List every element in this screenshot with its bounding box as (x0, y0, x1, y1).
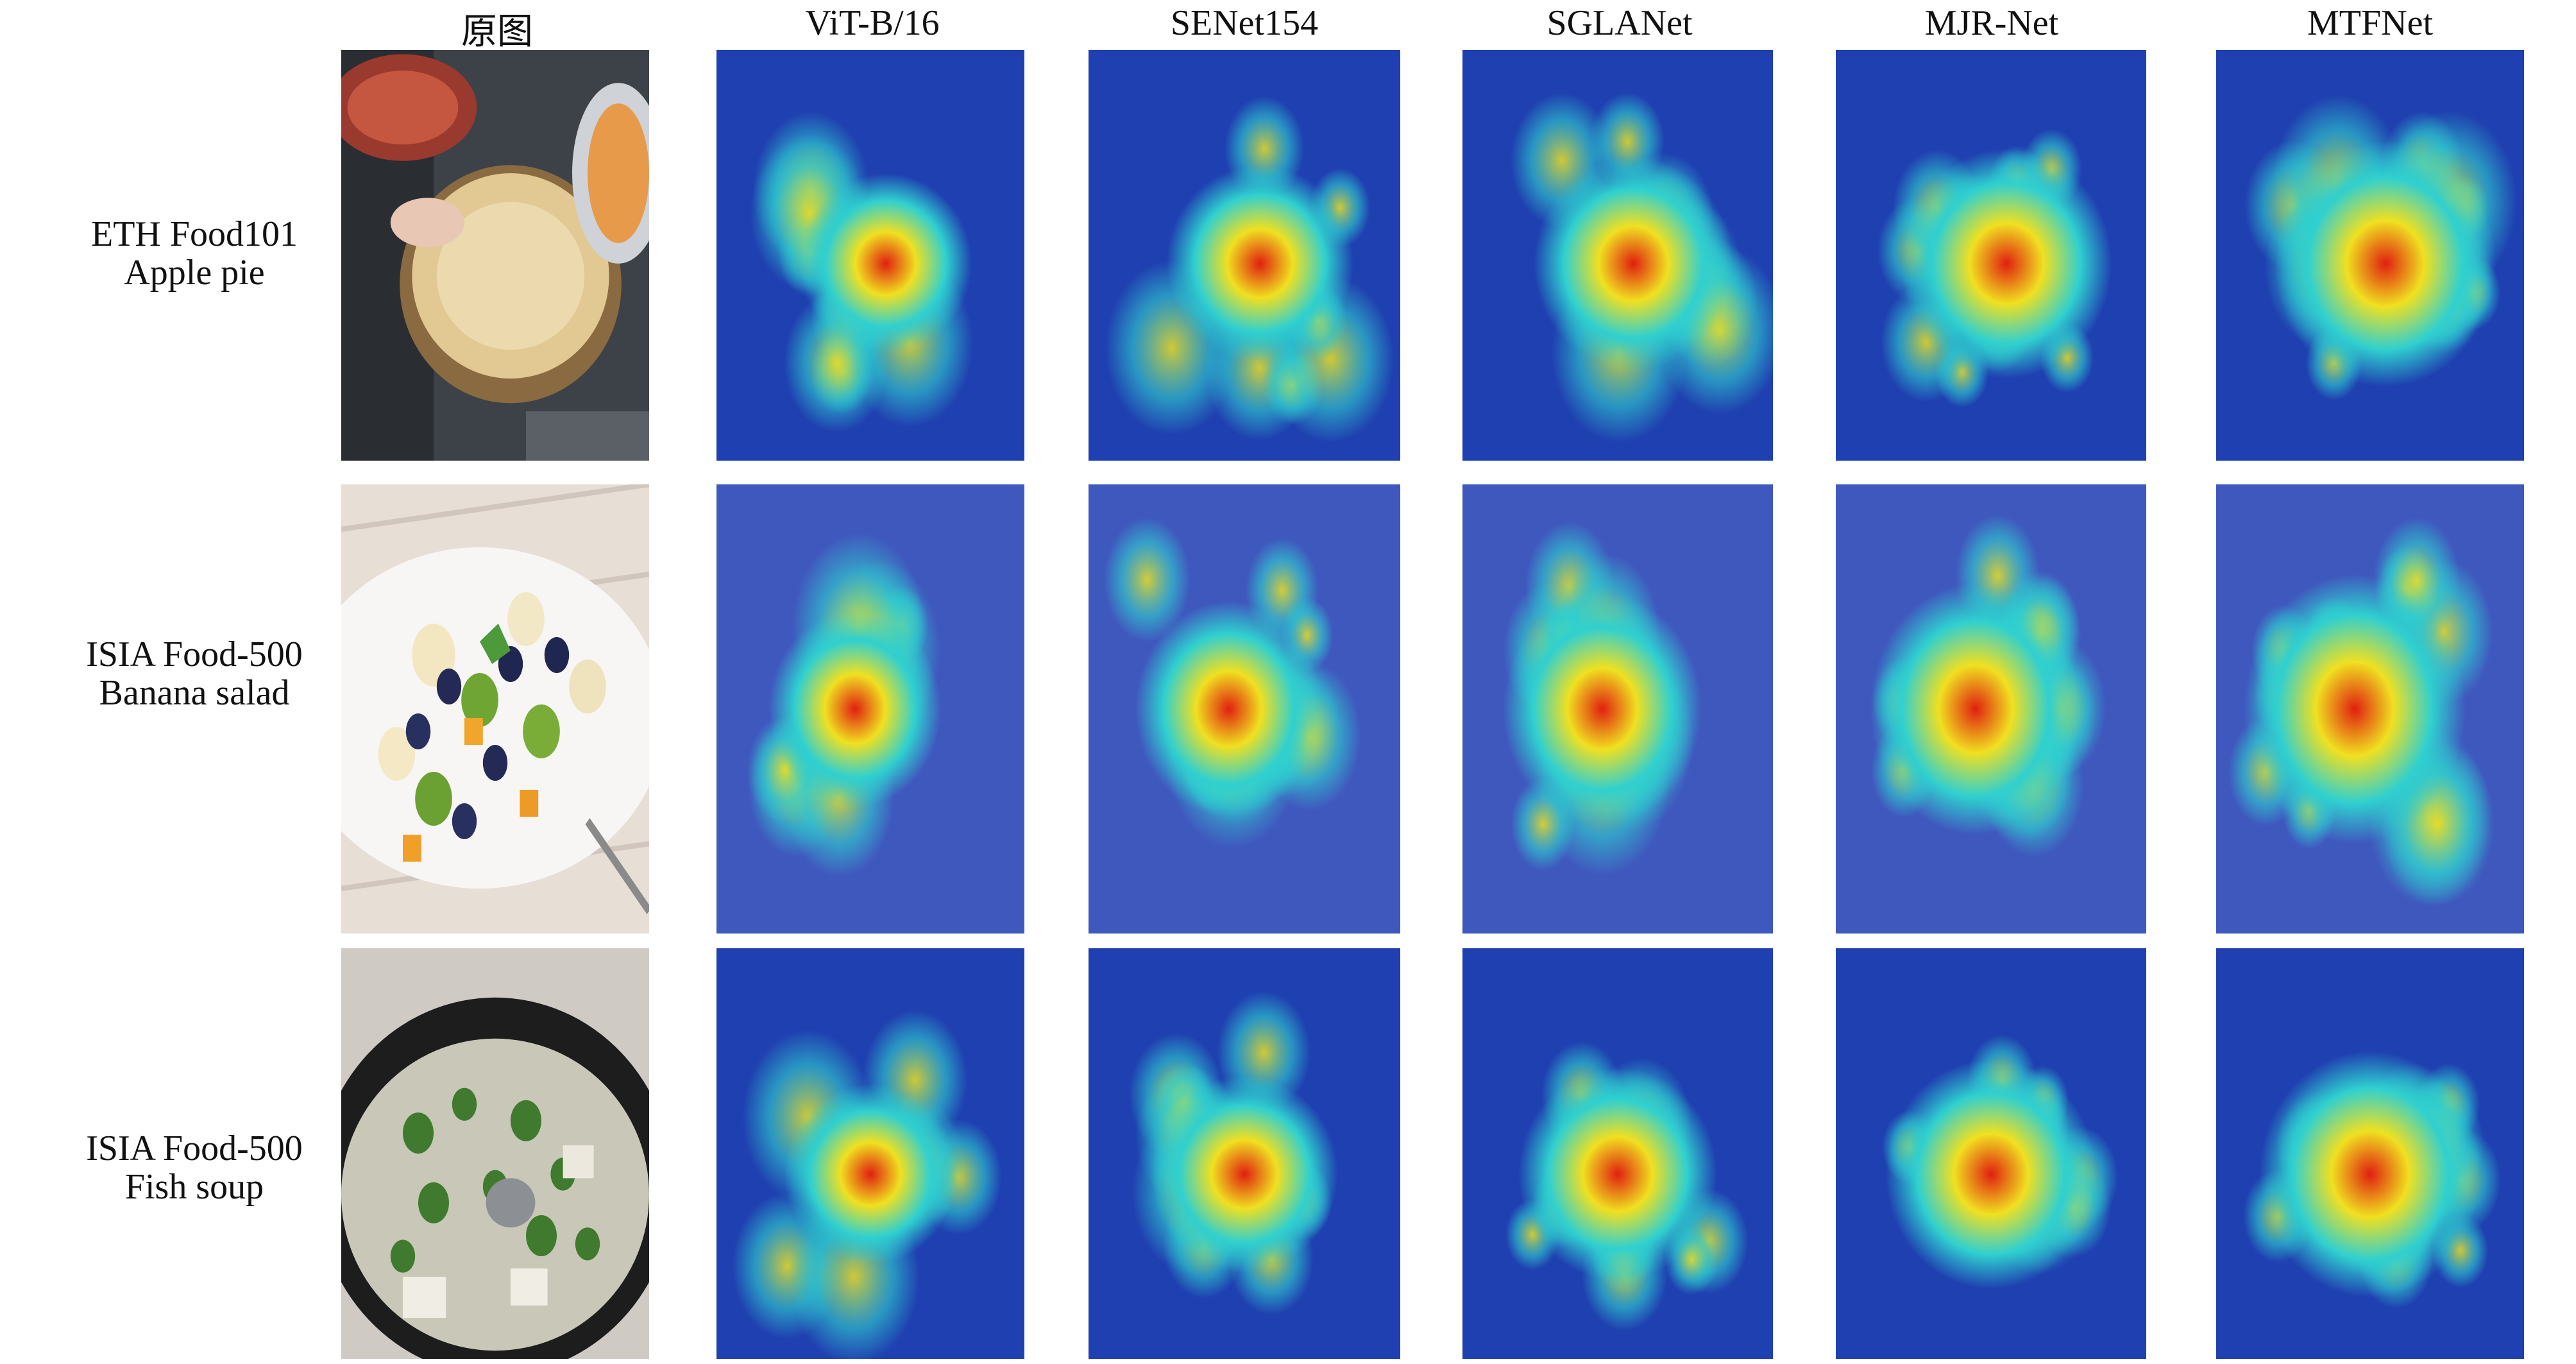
original-image-fish-soup-original (341, 948, 649, 1359)
column-header-vit: ViT-B/16 (805, 3, 940, 43)
row-2-category: Banana salad (99, 673, 290, 713)
row-3-category: Fish soup (124, 1167, 264, 1207)
heatmap-image-apple-pie-mtfnet (2216, 50, 2524, 461)
column-header-mtfnet: MTFNet (2307, 3, 2433, 43)
heatmap-image-fish-soup-vit (716, 948, 1024, 1359)
row-label-1: ETH Food101 Apple pie (34, 215, 355, 292)
row-1-dataset: ETH Food101 (91, 214, 298, 254)
row-3-dataset: ISIA Food-500 (86, 1129, 303, 1168)
column-header-mjrnet: MJR-Net (1924, 3, 2059, 43)
column-header-senet: SENet154 (1170, 3, 1319, 43)
heatmap-image-apple-pie-senet (1089, 50, 1400, 461)
heatmap-image-banana-salad-vit (716, 484, 1024, 933)
heatmap-image-apple-pie-mjrnet (1836, 50, 2146, 461)
row-1-category: Apple pie (124, 253, 265, 293)
heatmap-image-fish-soup-senet (1089, 948, 1400, 1359)
row-2-dataset: ISIA Food-500 (86, 635, 303, 674)
heatmap-image-banana-salad-sglanet (1462, 484, 1773, 933)
heatmap-image-fish-soup-sglanet (1462, 948, 1773, 1359)
heatmap-image-banana-salad-mtfnet (2216, 484, 2524, 933)
heatmap-image-banana-salad-mjrnet (1836, 484, 2146, 933)
column-header-original: 原图 (461, 12, 533, 52)
heatmap-image-apple-pie-sglanet (1462, 50, 1773, 461)
row-label-3: ISIA Food-500 Fish soup (34, 1129, 355, 1206)
heatmap-image-apple-pie-vit (716, 50, 1024, 461)
original-image-apple-pie-original (341, 50, 649, 461)
original-image-banana-salad-original (341, 484, 649, 933)
heatmap-image-banana-salad-senet (1089, 484, 1400, 933)
heatmap-image-fish-soup-mjrnet (1836, 948, 2146, 1359)
heatmap-image-fish-soup-mtfnet (2216, 948, 2524, 1359)
column-header-sglanet: SGLANet (1546, 3, 1693, 43)
row-label-2: ISIA Food-500 Banana salad (34, 635, 355, 712)
